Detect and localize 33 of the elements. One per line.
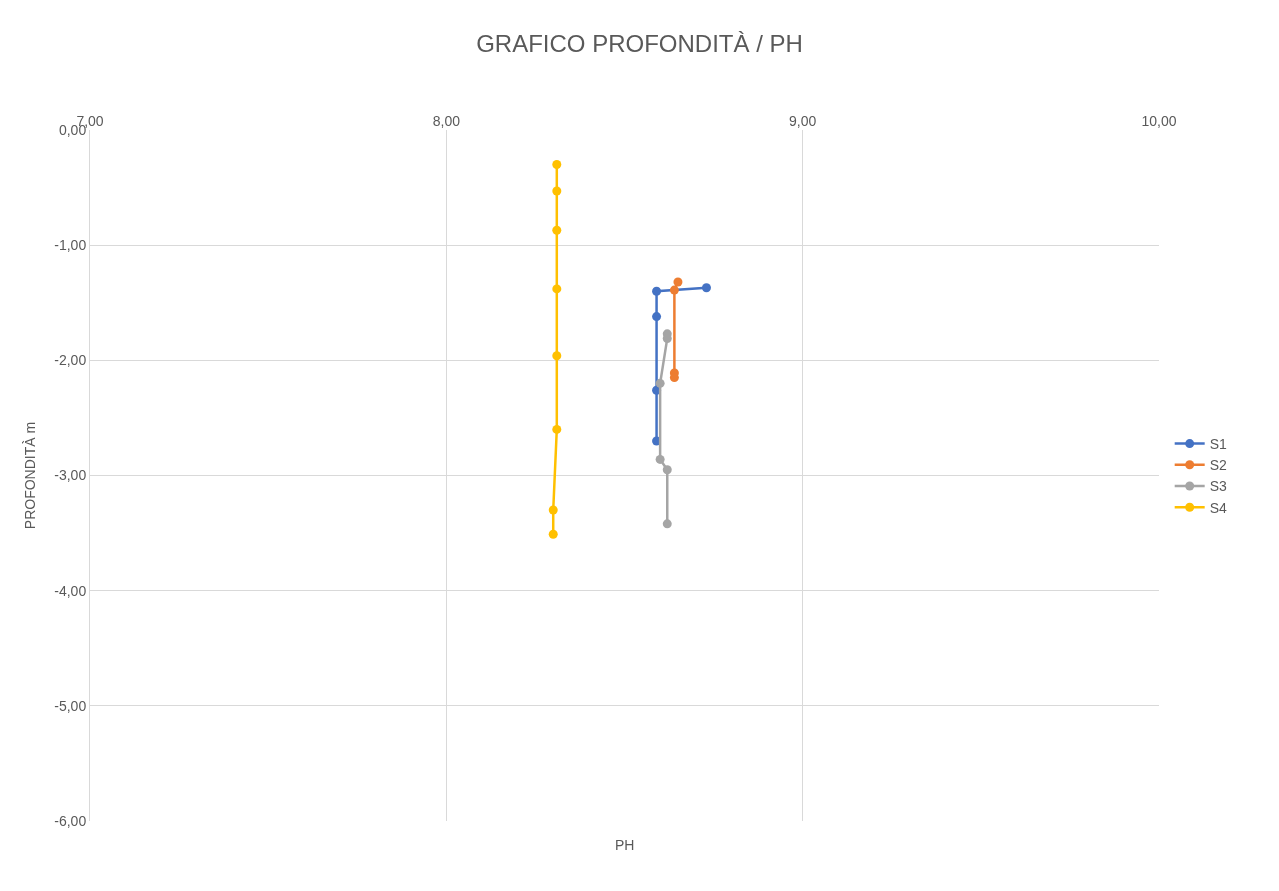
point [669, 285, 679, 295]
point [552, 284, 562, 294]
point [701, 283, 711, 293]
point [552, 160, 562, 170]
point [552, 351, 562, 361]
y-axis-title: PROFONDITÀ m [21, 421, 38, 530]
point [655, 454, 665, 464]
point [548, 529, 558, 539]
legend-label: S3 [1209, 478, 1228, 495]
x-tick-label: 9,00 [789, 113, 817, 130]
legend-label: S1 [1209, 436, 1228, 453]
legend-label: S4 [1209, 499, 1228, 516]
chart-title: GRAFICO PROFONDITÀ / PH [476, 30, 803, 58]
point [652, 312, 662, 322]
x-axis-title: PH [615, 837, 635, 853]
y-tick-label: -3,00 [54, 467, 87, 484]
point [548, 505, 558, 515]
point [552, 186, 562, 196]
point [662, 519, 672, 529]
legend-label: S2 [1209, 457, 1228, 474]
y-tick-label: -1,00 [54, 237, 87, 254]
y-tick-label: -6,00 [54, 812, 87, 829]
y-tick-label: -4,00 [54, 582, 87, 599]
point [652, 286, 662, 296]
x-tick-label: 8,00 [432, 113, 461, 130]
y-tick-label: -5,00 [54, 697, 87, 714]
point [552, 225, 562, 235]
y-tick-label: -2,00 [54, 352, 87, 369]
point [673, 277, 683, 287]
x-tick-label: 10,00 [1141, 113, 1177, 130]
point [552, 424, 562, 434]
point [655, 378, 665, 388]
point [662, 465, 672, 475]
